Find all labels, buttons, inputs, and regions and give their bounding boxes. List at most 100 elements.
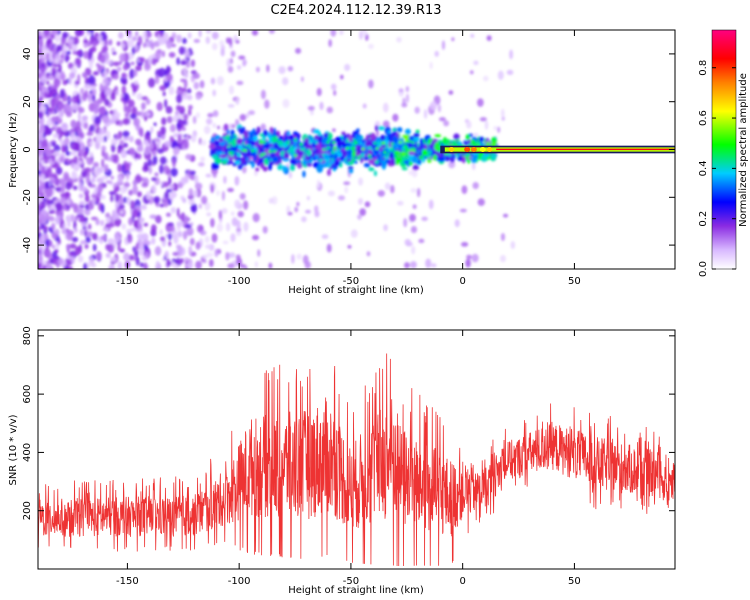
heatmap-cell bbox=[146, 31, 152, 38]
heatmap-carrier-core bbox=[496, 148, 675, 151]
heatmap-cell bbox=[341, 143, 348, 148]
heatmap-cell bbox=[305, 144, 313, 149]
heatmap-cell bbox=[263, 129, 268, 137]
heatmap-cell bbox=[85, 174, 91, 184]
heatmap-cell bbox=[42, 260, 48, 266]
heatmap-cell bbox=[166, 73, 173, 82]
heatmap-cell bbox=[375, 138, 382, 143]
heatmap-cell bbox=[38, 132, 42, 139]
heatmap-cell bbox=[234, 118, 240, 126]
x-tick-label: -50 bbox=[343, 276, 359, 287]
heatmap-cell bbox=[43, 197, 47, 203]
heatmap-cell bbox=[56, 46, 60, 53]
heatmap-cell bbox=[374, 160, 379, 164]
heatmap-cell bbox=[101, 45, 108, 53]
heatmap-cell bbox=[172, 251, 180, 256]
heatmap-cell bbox=[484, 120, 489, 130]
heatmap-cell bbox=[91, 94, 96, 102]
snr-y-label: SNR (10 * v/v) bbox=[8, 414, 19, 485]
heatmap-cell bbox=[141, 182, 149, 188]
heatmap-cell bbox=[187, 32, 192, 39]
heatmap-cell bbox=[305, 163, 313, 167]
heatmap-cell bbox=[183, 113, 189, 121]
heatmap-cell bbox=[438, 156, 445, 163]
heatmap-cell bbox=[473, 60, 479, 66]
heatmap-cell bbox=[292, 131, 298, 136]
snr-line bbox=[38, 353, 675, 566]
heatmap-cell bbox=[239, 263, 247, 269]
heatmap-cell bbox=[119, 210, 124, 215]
heatmap-cell bbox=[108, 222, 115, 228]
heatmap-cell bbox=[139, 262, 145, 268]
heatmap-cell bbox=[348, 135, 353, 142]
colorbar-tick-label: 0.4 bbox=[698, 160, 709, 176]
y-tick-label: 800 bbox=[22, 326, 33, 345]
heatmap-cell bbox=[286, 130, 291, 136]
heatmap-cell bbox=[103, 152, 109, 161]
heatmap-cell bbox=[69, 243, 77, 249]
heatmap-cell bbox=[387, 163, 394, 167]
heatmap-cell bbox=[236, 80, 244, 86]
y-tick-label: 400 bbox=[22, 443, 33, 462]
heatmap-cell bbox=[235, 254, 241, 260]
snr-series bbox=[38, 353, 675, 566]
heatmap-cell bbox=[84, 208, 91, 216]
heatmap-cell bbox=[367, 154, 372, 158]
heatmap-cell bbox=[239, 113, 247, 121]
heatmap-cell bbox=[42, 155, 50, 164]
heatmap-cell bbox=[198, 203, 202, 209]
heatmap-cell bbox=[335, 160, 341, 166]
heatmap-cell bbox=[110, 194, 114, 203]
heatmap-cell bbox=[380, 159, 388, 168]
heatmap-cell bbox=[244, 140, 248, 145]
heatmap-cell bbox=[38, 73, 42, 80]
heatmap-cell bbox=[330, 159, 335, 165]
heatmap-cell bbox=[72, 185, 78, 191]
heatmap-cell bbox=[435, 142, 441, 147]
heatmap-cell bbox=[230, 129, 235, 136]
heatmap-cell bbox=[148, 55, 152, 65]
y-tick-label: -40 bbox=[22, 237, 33, 253]
heatmap-cell bbox=[44, 225, 48, 230]
heatmap-cell bbox=[211, 154, 219, 159]
x-tick-label: -100 bbox=[228, 576, 251, 587]
heatmap-cell bbox=[132, 209, 139, 218]
heatmap-cell bbox=[159, 156, 167, 165]
heatmap-cell bbox=[404, 238, 411, 246]
figure-title: C2E4.2024.112.12.39.R13 bbox=[270, 3, 441, 18]
heatmap-cell bbox=[97, 98, 104, 104]
heatmap-cell bbox=[477, 198, 485, 206]
heatmap-cell bbox=[80, 186, 88, 192]
heatmap-cell bbox=[91, 197, 96, 206]
heatmap-cell bbox=[68, 252, 76, 257]
heatmap-cell bbox=[183, 78, 188, 89]
heatmap-cell bbox=[52, 48, 58, 54]
heatmap-cell bbox=[117, 149, 121, 154]
heatmap-cell bbox=[302, 170, 306, 178]
heatmap-cell bbox=[157, 131, 163, 136]
heatmap-cell bbox=[62, 31, 69, 39]
heatmap-cell bbox=[65, 191, 70, 198]
heatmap-cell bbox=[110, 153, 114, 162]
heatmap-cell bbox=[118, 32, 124, 39]
x-tick-label: -150 bbox=[116, 276, 139, 287]
heatmap-cell bbox=[88, 223, 92, 230]
heatmap-cell bbox=[139, 57, 145, 63]
heatmap-cell bbox=[38, 48, 42, 55]
heatmap-cell bbox=[248, 130, 254, 137]
heatmap-cell bbox=[194, 174, 199, 185]
heatmap-cell bbox=[268, 149, 272, 153]
heatmap-cell bbox=[405, 93, 410, 104]
heatmap-cell bbox=[213, 140, 220, 146]
heatmap-cell bbox=[101, 158, 105, 168]
heatmap-cell bbox=[71, 171, 78, 180]
heatmap-cell bbox=[119, 186, 127, 194]
heatmap-cell bbox=[234, 175, 240, 186]
heatmap-cell bbox=[90, 85, 96, 91]
y-tick-label: 0 bbox=[22, 146, 33, 152]
heatmap-cell bbox=[357, 198, 364, 205]
heatmap-cell bbox=[63, 174, 70, 182]
heatmap-cell bbox=[189, 237, 195, 246]
heatmap-cell bbox=[278, 66, 286, 75]
heatmap-cell bbox=[159, 229, 163, 235]
